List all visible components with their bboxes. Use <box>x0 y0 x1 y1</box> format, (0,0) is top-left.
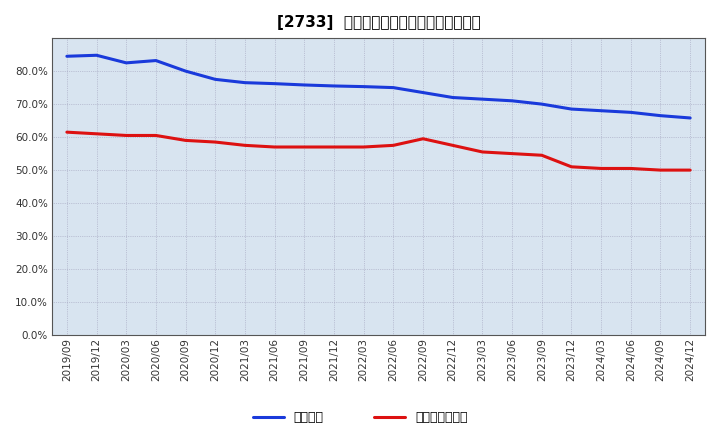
固定長期適合率 <box>211 139 220 145</box>
固定比率 <box>211 77 220 82</box>
固定長期適合率 <box>686 168 695 173</box>
固定長期適合率 <box>656 168 665 173</box>
固定比率 <box>508 98 516 103</box>
固定長期適合率 <box>478 149 487 154</box>
固定長期適合率 <box>122 133 130 138</box>
固定比率 <box>686 115 695 121</box>
固定比率 <box>152 58 161 63</box>
固定比率 <box>597 108 606 114</box>
固定比率 <box>181 69 190 74</box>
固定長期適合率 <box>419 136 428 141</box>
固定長期適合率 <box>626 166 635 171</box>
固定長期適合率 <box>270 144 279 150</box>
固定長期適合率 <box>359 144 368 150</box>
Legend: 固定比率, 固定長期適合率: 固定比率, 固定長期適合率 <box>248 407 472 429</box>
固定長期適合率 <box>537 153 546 158</box>
Line: 固定比率: 固定比率 <box>67 55 690 118</box>
固定比率 <box>270 81 279 86</box>
固定比率 <box>567 106 576 112</box>
固定比率 <box>449 95 457 100</box>
固定長期適合率 <box>240 143 249 148</box>
Line: 固定長期適合率: 固定長期適合率 <box>67 132 690 170</box>
固定長期適合率 <box>181 138 190 143</box>
固定比率 <box>537 102 546 107</box>
固定長期適合率 <box>330 144 338 150</box>
固定長期適合率 <box>449 143 457 148</box>
固定比率 <box>330 83 338 88</box>
固定長期適合率 <box>597 166 606 171</box>
固定比率 <box>359 84 368 89</box>
固定長期適合率 <box>92 131 101 136</box>
固定比率 <box>63 54 71 59</box>
固定比率 <box>300 82 309 88</box>
固定比率 <box>92 53 101 58</box>
固定比率 <box>389 85 397 90</box>
固定長期適合率 <box>389 143 397 148</box>
固定比率 <box>419 90 428 95</box>
固定長期適合率 <box>63 129 71 135</box>
固定長期適合率 <box>152 133 161 138</box>
固定比率 <box>240 80 249 85</box>
固定長期適合率 <box>508 151 516 156</box>
固定長期適合率 <box>567 164 576 169</box>
固定長期適合率 <box>300 144 309 150</box>
固定比率 <box>656 113 665 118</box>
固定比率 <box>478 96 487 102</box>
固定比率 <box>626 110 635 115</box>
固定比率 <box>122 60 130 66</box>
Title: [2733]  固定比率、固定長期適合率の推移: [2733] 固定比率、固定長期適合率の推移 <box>276 15 480 30</box>
